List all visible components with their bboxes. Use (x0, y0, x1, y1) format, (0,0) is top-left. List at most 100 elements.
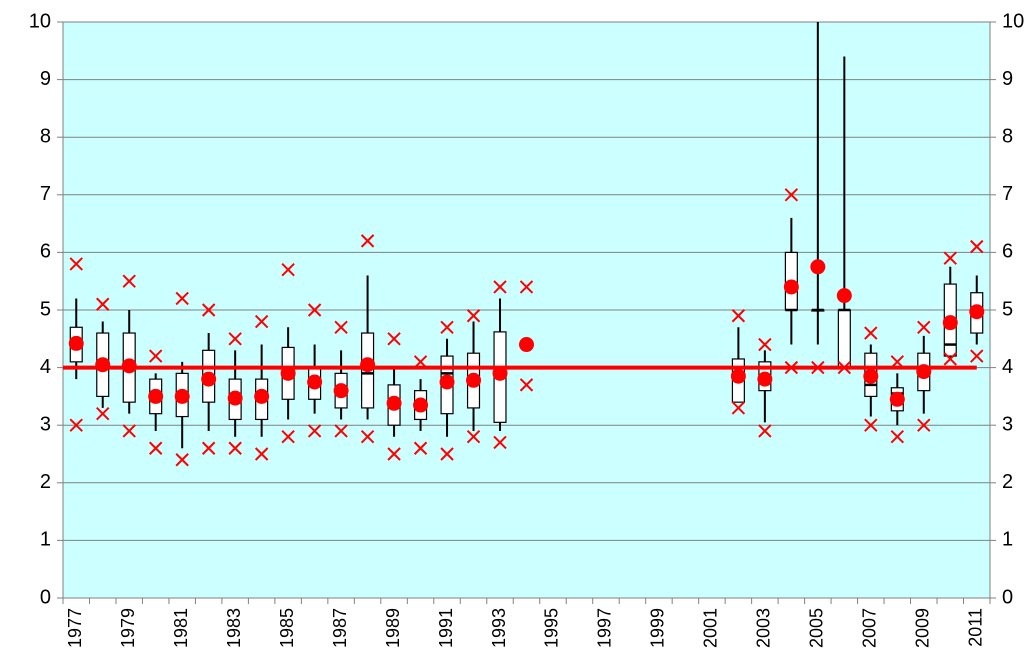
mean-marker (783, 279, 799, 295)
min-marker (413, 441, 428, 455)
x-tick-label: 2005 (807, 608, 827, 648)
mean-marker (174, 388, 190, 404)
y-tick-label: 4 (40, 356, 51, 378)
min-marker (493, 435, 507, 450)
y2-tick-label: 8 (1002, 125, 1013, 147)
y-tick-label: 7 (40, 183, 51, 205)
mean-marker (254, 388, 270, 404)
min-marker (970, 349, 984, 363)
max-marker (890, 355, 905, 369)
max-marker (148, 349, 163, 363)
min-marker (917, 418, 931, 432)
mean-marker (148, 388, 164, 404)
x-tick-label: 1981 (171, 608, 191, 648)
min-marker (201, 441, 216, 455)
mean-marker (863, 368, 879, 384)
max-marker (731, 309, 746, 323)
y-tick-label: 5 (40, 298, 51, 320)
max-marker (864, 326, 878, 340)
max-marker (281, 262, 295, 277)
mean-marker (810, 259, 826, 275)
y2-tick-label: 1 (1002, 529, 1013, 551)
min-marker (96, 406, 110, 421)
x-tick-label: 1987 (330, 608, 350, 648)
min-marker (731, 401, 746, 415)
x-tick-label: 1977 (65, 608, 85, 648)
min-marker (334, 424, 348, 438)
y2-tick-label: 10 (1002, 10, 1024, 32)
y-tick-label: 9 (40, 68, 51, 90)
min-marker (519, 378, 534, 392)
y2-tick-label: 5 (1002, 298, 1013, 320)
max-marker (96, 297, 110, 311)
y-tick-label: 1 (40, 529, 51, 551)
mean-marker (386, 395, 402, 411)
box (837, 309, 851, 369)
max-marker (122, 274, 136, 288)
mean-marker (466, 372, 482, 388)
mean-marker (836, 288, 852, 304)
min-marker (811, 360, 825, 375)
min-marker (758, 424, 772, 438)
mean-marker (333, 383, 349, 399)
y2-tick-label: 2 (1002, 471, 1013, 493)
min-marker (890, 430, 905, 444)
max-marker (758, 337, 772, 352)
y-tick-label: 6 (40, 241, 51, 263)
y2-tick-label: 4 (1002, 356, 1013, 378)
max-marker (307, 303, 322, 317)
mean-marker (227, 390, 243, 406)
max-marker (387, 332, 401, 346)
max-marker (334, 320, 348, 334)
mean-marker (201, 371, 217, 387)
y2-tick-label: 3 (1002, 413, 1013, 435)
min-marker (466, 430, 481, 444)
mean-marker (439, 374, 455, 390)
mean-marker (519, 337, 534, 353)
x-tick-label: 2011 (966, 608, 986, 647)
min-marker (148, 441, 163, 455)
mean-marker (757, 371, 773, 387)
mean-marker (360, 357, 376, 373)
max-marker (201, 303, 216, 317)
min-marker (122, 424, 136, 438)
mean-marker (280, 365, 296, 381)
min-marker (281, 430, 295, 444)
x-tick-label: 1989 (383, 608, 403, 648)
mean-marker (492, 365, 508, 381)
y2-tick-label: 0 (1002, 586, 1013, 608)
min-marker (360, 430, 375, 444)
mean-marker (121, 358, 137, 374)
mean-marker (95, 357, 111, 373)
y-tick-label: 2 (40, 471, 51, 493)
mean-marker (413, 397, 429, 413)
x-tick-label: 2001 (701, 608, 721, 648)
x-tick-label: 1991 (436, 608, 456, 648)
max-marker (440, 320, 454, 334)
min-marker (784, 360, 799, 375)
max-marker (360, 234, 375, 248)
x-tick-label: 2009 (913, 608, 933, 648)
x-tick-label: 1997 (595, 608, 615, 648)
x-tick-label: 1999 (648, 608, 668, 648)
y-tick-label: 3 (40, 413, 51, 435)
x-tick-label: 1985 (277, 608, 297, 648)
max-marker (413, 355, 428, 369)
y2-tick-label: 9 (1002, 68, 1013, 90)
max-marker (69, 257, 83, 271)
max-marker (519, 280, 534, 294)
mean-marker (307, 374, 323, 390)
x-tick-label: 2003 (754, 608, 774, 648)
x-tick-label: 1979 (118, 608, 138, 648)
y2-tick-label: 7 (1002, 183, 1013, 205)
y2-tick-label: 6 (1002, 241, 1013, 263)
y-tick-label: 10 (29, 10, 51, 32)
min-marker (837, 360, 852, 375)
x-tick-label: 1995 (542, 608, 562, 648)
max-marker (254, 314, 269, 329)
y-tick-label: 8 (40, 125, 51, 147)
min-marker (387, 447, 401, 461)
max-marker (466, 309, 481, 323)
